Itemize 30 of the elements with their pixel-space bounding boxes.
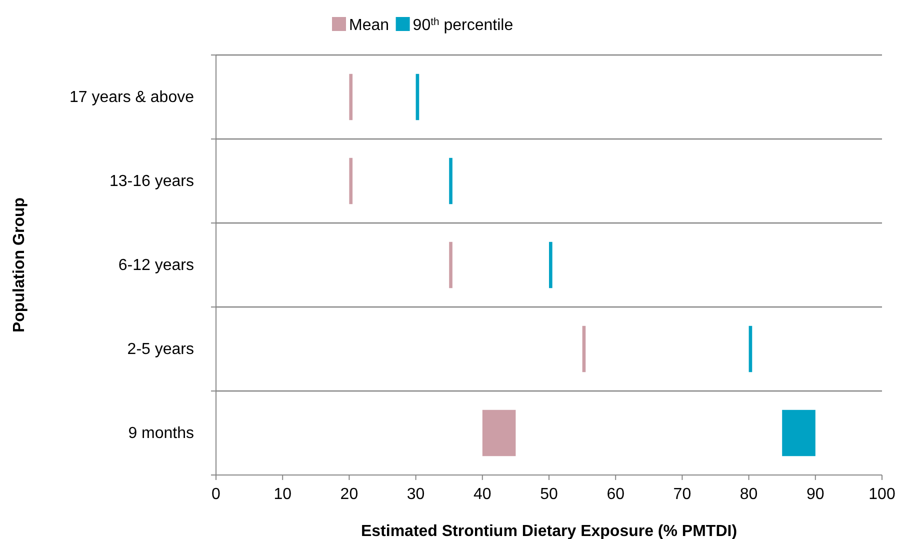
x-tick-label: 60 — [606, 486, 625, 503]
x-tick-label: 70 — [673, 486, 692, 503]
x-tick-label: 10 — [274, 486, 292, 503]
bar — [582, 326, 586, 372]
bar — [449, 158, 452, 204]
bar — [416, 74, 420, 120]
x-tick-label: 50 — [540, 486, 558, 503]
legend-label: Mean — [349, 17, 390, 34]
bar — [549, 242, 552, 288]
bar — [449, 242, 452, 288]
y-tick-label: 2-5 years — [127, 341, 194, 358]
bar — [349, 74, 353, 120]
x-axis-title: Estimated Strontium Dietary Exposure (% PMTDI) — [360, 523, 738, 539]
x-tick-label: 20 — [340, 486, 358, 503]
y-axis-title: Population Group — [11, 197, 28, 333]
y-tick-label: 13-16 years — [110, 173, 194, 190]
x-tick-label: 90 — [806, 486, 824, 503]
bar — [349, 158, 353, 204]
x-tick-label: 100 — [868, 486, 896, 503]
bar — [748, 326, 752, 372]
x-tick-label: 80 — [740, 486, 758, 503]
y-tick-label: 9 months — [128, 425, 194, 442]
x-tick-label: 30 — [406, 486, 425, 503]
bar — [482, 410, 516, 456]
bar — [782, 410, 816, 456]
x-tick-label: 0 — [212, 486, 221, 503]
legend-label: 90$^{th}$ percentile — [412, 16, 514, 34]
y-tick-label: 17 years & above — [69, 89, 194, 106]
y-tick-label: 6-12 years — [118, 257, 194, 274]
x-tick-label: 40 — [474, 486, 492, 503]
